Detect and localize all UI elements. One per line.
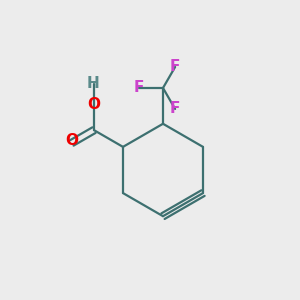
Text: F: F (170, 101, 180, 116)
Text: F: F (170, 59, 180, 74)
Text: F: F (134, 80, 144, 95)
Text: O: O (65, 133, 79, 148)
Text: O: O (88, 97, 100, 112)
Text: H: H (86, 76, 99, 92)
